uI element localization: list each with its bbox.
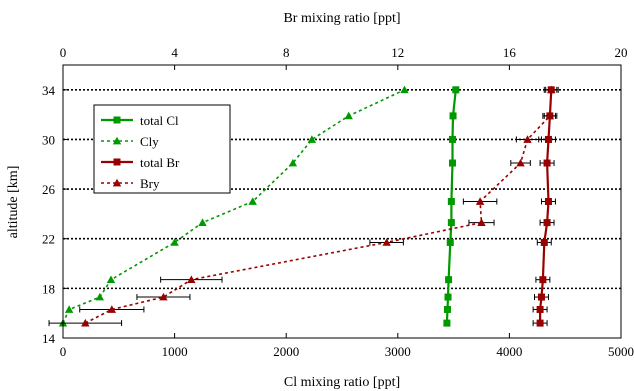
legend-label: Cly: [140, 134, 159, 149]
data-point: [516, 158, 525, 167]
series-layer: [48, 85, 559, 327]
data-point: [64, 305, 74, 313]
data-point: [81, 318, 90, 327]
data-point: [537, 293, 545, 301]
data-point: [539, 276, 547, 284]
top-tick-label: 16: [503, 45, 517, 60]
data-point: [544, 135, 552, 143]
y-tick-label: 26: [42, 182, 56, 197]
data-point: [443, 305, 451, 313]
top-tick-label: 8: [283, 45, 290, 60]
legend: total Cl Cly total Br Bry: [93, 104, 231, 194]
data-point: [187, 275, 196, 284]
data-point: [475, 197, 485, 205]
data-point: [477, 218, 486, 226]
legend-label: total Br: [140, 155, 180, 170]
bottom-tick-label: 3000: [385, 344, 411, 359]
y-tick-label: 22: [42, 232, 55, 247]
legend-label: total Cl: [140, 113, 179, 128]
data-point: [106, 275, 116, 284]
data-point: [445, 276, 453, 284]
data-point: [544, 198, 552, 205]
y-tick-label: 18: [42, 281, 55, 296]
data-point: [443, 319, 451, 327]
data-point: [400, 85, 409, 94]
y-tick-label: 30: [42, 132, 55, 147]
data-point: [447, 198, 455, 205]
legend-marker: [113, 158, 121, 166]
series-line: [84, 89, 553, 324]
data-point: [536, 319, 544, 327]
data-point: [170, 238, 179, 246]
data-point: [248, 197, 257, 205]
data-point: [449, 112, 457, 120]
data-point: [523, 135, 532, 143]
top-tick-label: 20: [615, 45, 628, 60]
bottom-tick-label: 4000: [496, 344, 522, 359]
series-bry: [48, 85, 558, 327]
bottom-tick-label: 1000: [162, 344, 188, 359]
axis-ticks: 14 18 22 26 30 34 0 1000 2000 3000 4000 5000 0 4 8 12 16…: [42, 45, 634, 359]
y-tick-label: 34: [42, 83, 56, 98]
data-point: [95, 292, 105, 301]
data-point: [344, 111, 353, 120]
series-total-cl: [443, 86, 460, 327]
data-point: [159, 292, 168, 301]
data-point: [448, 135, 456, 143]
series-cly: [58, 85, 409, 327]
data-point: [307, 135, 317, 143]
y-tick-label: 14: [42, 331, 56, 346]
data-point: [382, 238, 391, 246]
legend-marker: [113, 116, 121, 124]
top-tick-label: 4: [171, 45, 178, 60]
data-point: [543, 159, 551, 167]
data-point: [288, 158, 298, 167]
legend-label: Bry: [140, 176, 160, 191]
data-point: [540, 238, 548, 246]
top-axis-label: Br mixing ratio [ppt]: [283, 11, 400, 26]
bottom-axis-label: Cl mixing ratio [ppt]: [284, 375, 400, 390]
legend-marker: [112, 178, 122, 187]
data-point: [543, 219, 551, 227]
data-point: [444, 293, 452, 301]
bottom-tick-label: 2000: [273, 344, 299, 359]
top-tick-label: 12: [391, 45, 404, 60]
legend-marker: [112, 136, 122, 145]
data-point: [107, 305, 117, 313]
y-axis-label: altitude [km]: [6, 166, 21, 239]
data-point: [447, 219, 455, 227]
plot-frame: [62, 64, 622, 339]
data-point: [446, 238, 454, 246]
data-point: [198, 218, 207, 226]
data-point: [547, 85, 556, 94]
bottom-tick-label: 5000: [608, 344, 634, 359]
data-point: [452, 86, 460, 94]
data-point: [545, 111, 555, 120]
top-tick-label: 0: [60, 45, 67, 60]
bottom-tick-label: 0: [60, 344, 67, 359]
data-point: [448, 159, 456, 167]
data-point: [536, 305, 544, 313]
